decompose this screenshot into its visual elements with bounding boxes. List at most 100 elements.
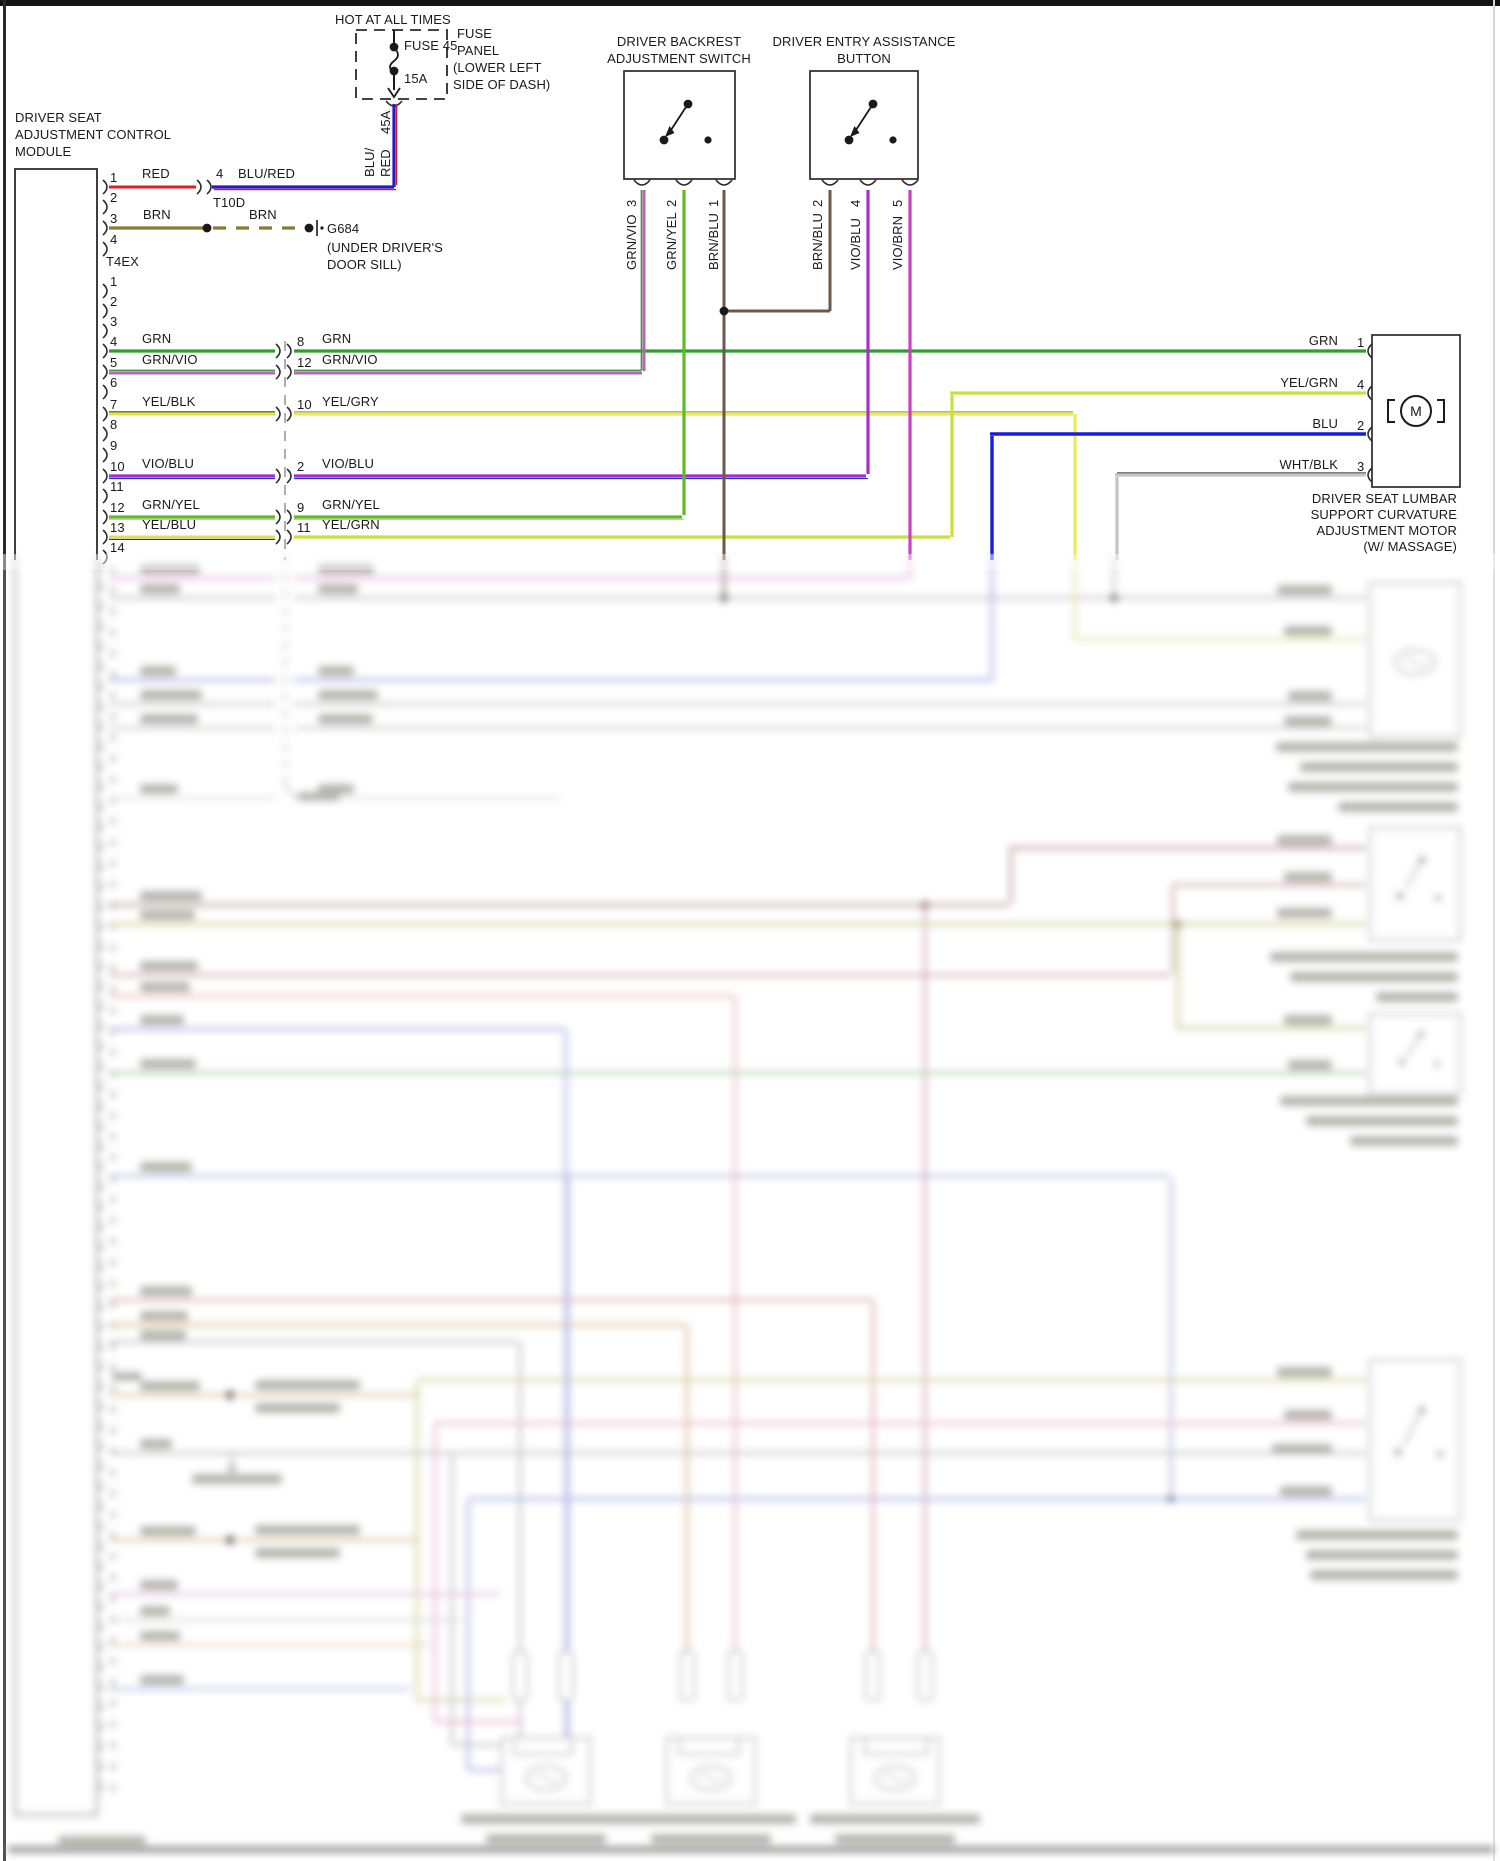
blurred-ground-symbol: [226, 1453, 238, 1475]
module-box-blurred: [14, 556, 98, 1816]
lumbar-motor-label-1: DRIVER SEAT LUMBAR: [1312, 491, 1457, 506]
t10d-inline-connector-arcs: [196, 179, 212, 195]
wire-label-rotated: VIO/BRN: [890, 216, 905, 270]
page-border-left: [3, 0, 6, 1861]
wire-label-rotated: BRN/BLU: [810, 213, 825, 270]
wire-gauge-label: 45A: [378, 110, 393, 134]
wire-label: YEL/BLK: [142, 394, 196, 409]
pin-number: 10: [110, 459, 125, 474]
switch-symbol: [844, 99, 897, 145]
pin-number: 14: [110, 540, 125, 555]
wire-color-label-blu: BLU/: [362, 147, 377, 177]
module-box-outline: [14, 168, 98, 560]
pin-number: 2: [810, 200, 825, 207]
module-pin-arcs-t4ex: [102, 220, 108, 257]
entry-button-pin-arcs: [821, 179, 919, 186]
wire-grn-yel: [109, 190, 686, 519]
pin-number: 2: [664, 200, 679, 207]
pin-number: 4: [110, 334, 117, 349]
backrest-switch-pin-arcs: [633, 179, 733, 186]
pin-number: 1: [110, 274, 117, 289]
pin-number: 12: [297, 355, 312, 370]
blur-wash-overlay: [0, 570, 1500, 1861]
lumbar-motor-box: [1371, 334, 1461, 488]
module-pin-arcs-t10d: [102, 179, 108, 215]
pin-number: 3: [624, 200, 639, 207]
pin-number: 12: [110, 500, 125, 515]
pin-number: 1: [706, 200, 721, 207]
pin-number: 5: [110, 355, 117, 370]
pin-number: 5: [890, 200, 905, 207]
hot-at-all-times-label: HOT AT ALL TIMES: [335, 12, 451, 27]
pin-number: 13: [110, 520, 125, 535]
motor-icon: M: [1387, 395, 1445, 427]
wire-label: VIO/BLU: [142, 456, 194, 471]
module-pin-arcs-main: [102, 283, 108, 565]
wire-label-rotated: VIO/BLU: [848, 218, 863, 270]
wire-label-brn-2: BRN: [249, 207, 277, 222]
pin-number: 9: [297, 500, 304, 515]
pin-number: 2: [110, 294, 117, 309]
pin-number: 3: [110, 314, 117, 329]
lumbar-motor-pin-arcs: [1367, 343, 1373, 483]
backrest-switch-title-1: DRIVER BACKREST: [617, 34, 741, 49]
ground-location-line-1: (UNDER DRIVER'S: [327, 240, 443, 255]
wire-label-blu-red: BLU/RED: [238, 166, 295, 181]
fuse-panel-line-2: PANEL: [457, 43, 499, 58]
wire-label: GRN: [322, 331, 351, 346]
pin-number: 6: [110, 375, 117, 390]
pin-number: 2: [110, 190, 117, 205]
connector-name-t4ex: T4EX: [106, 254, 139, 269]
lumbar-motor-label-3: ADJUSTMENT MOTOR: [1316, 523, 1457, 538]
pin-number: 8: [297, 334, 304, 349]
connector-name-t10d: T10D: [213, 195, 245, 210]
fuse-panel-dashed-box: [355, 29, 448, 100]
splice-dot: [202, 223, 212, 233]
fuse-panel-line-3: (LOWER LEFT: [453, 60, 542, 75]
fuse-block: HOT AT ALL TIMES FUSE 45 15A FUSE PANEL …: [212, 12, 550, 191]
pin-number: 4: [848, 200, 863, 207]
wire-label-brn: BRN: [143, 207, 171, 222]
fuse-panel-line-4: SIDE OF DASH): [453, 77, 550, 92]
ground-splice-dot: [304, 223, 314, 233]
pin-number: 1: [1357, 335, 1364, 350]
lumbar-motor-label-2: SUPPORT CURVATURE: [1311, 507, 1458, 522]
entry-button-title-1: DRIVER ENTRY ASSISTANCE: [773, 34, 956, 49]
wire-label: YEL/GRY: [322, 394, 379, 409]
module-title-line-1: DRIVER SEAT: [15, 110, 102, 125]
backrest-switch-title-2: ADJUSTMENT SWITCH: [607, 51, 751, 66]
wire-label: GRN/VIO: [142, 352, 198, 367]
fuse-name-label: FUSE 45: [404, 38, 457, 53]
lumbar-motor: M GRN 1 YEL/GRN 4 BLU 2 WHT/BLK 3 DRIVER…: [1280, 333, 1461, 554]
backrest-switch-box: [623, 70, 736, 180]
wire-brn-blu: [722, 190, 832, 560]
fuse-rating-label: 15A: [404, 71, 428, 86]
pin-number: 4: [216, 166, 223, 181]
wire-label: GRN/YEL: [142, 497, 200, 512]
wire-label: WHT/BLK: [1280, 457, 1339, 472]
wire-color-label-red: RED: [378, 149, 393, 177]
blurred-region: [8, 556, 1494, 1853]
pin-number: 9: [110, 438, 117, 453]
backrest-switch: DRIVER BACKREST ADJUSTMENT SWITCH 3 2 1 …: [607, 34, 751, 270]
fuse-terminal-dot-2: [389, 66, 399, 76]
entry-assistance-button: DRIVER ENTRY ASSISTANCE BUTTON 2 4 5 BRN…: [773, 34, 956, 270]
wire-label: YEL/BLU: [142, 517, 196, 532]
wire-label: VIO/BLU: [322, 456, 374, 471]
wire-runs: [109, 190, 1366, 560]
motor-symbol-letter: M: [1410, 403, 1422, 419]
wire-label: GRN: [1309, 333, 1338, 348]
wire-label: YEL/GRN: [322, 517, 380, 532]
pin-number: 3: [1357, 459, 1364, 474]
pin-number: 3: [110, 211, 117, 226]
fuse-panel-line-1: FUSE: [457, 26, 492, 41]
switch-symbol: [659, 99, 712, 145]
pin-number: 11: [110, 479, 124, 494]
wire-label: GRN/YEL: [322, 497, 380, 512]
ground-location-line-2: DOOR SILL): [327, 257, 402, 272]
wire-label: BLU: [1312, 416, 1338, 431]
wire-label-rotated: BRN/BLU: [706, 213, 721, 270]
wire-label: GRN: [142, 331, 171, 346]
page-border-bottom: [8, 1846, 1494, 1853]
